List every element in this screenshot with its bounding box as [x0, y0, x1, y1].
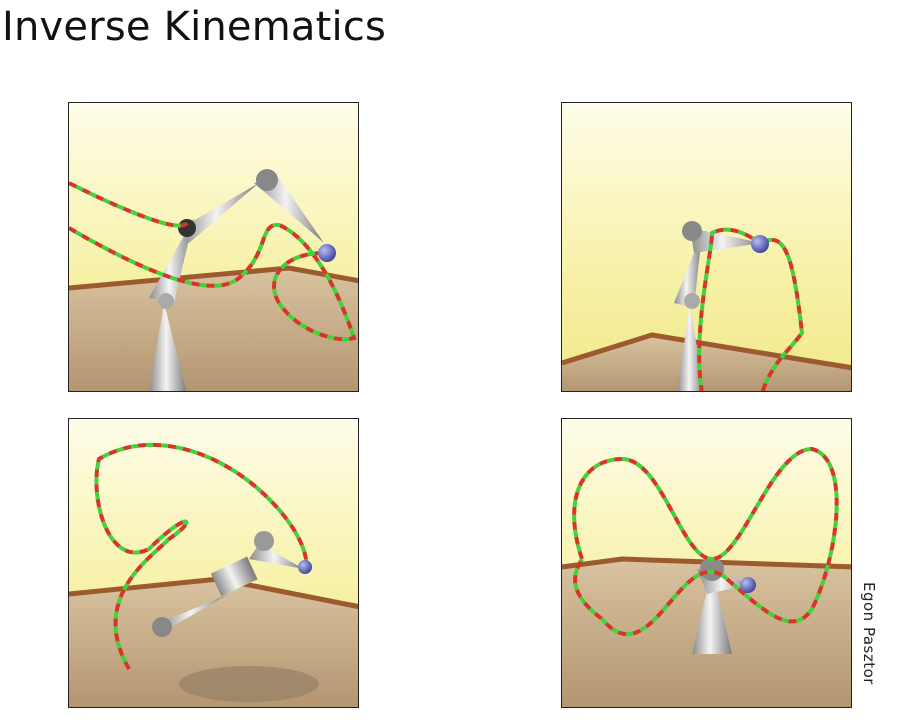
- end-effector-ball: [298, 560, 312, 574]
- end-effector-ball: [318, 244, 336, 262]
- ik-frame-2: [561, 102, 852, 392]
- end-effector-ball: [740, 577, 756, 593]
- robot-arm: [149, 169, 324, 391]
- ik-frame-4: [561, 418, 852, 708]
- end-effector-ball: [751, 235, 769, 253]
- ik-frame-3: [68, 418, 359, 708]
- slide-title: Inverse Kinematics: [2, 4, 387, 50]
- ik-frame-1: [68, 102, 359, 392]
- robot-arm: [152, 531, 304, 637]
- image-credit: Egon Pasztor: [860, 582, 878, 685]
- robot-arm: [674, 221, 762, 391]
